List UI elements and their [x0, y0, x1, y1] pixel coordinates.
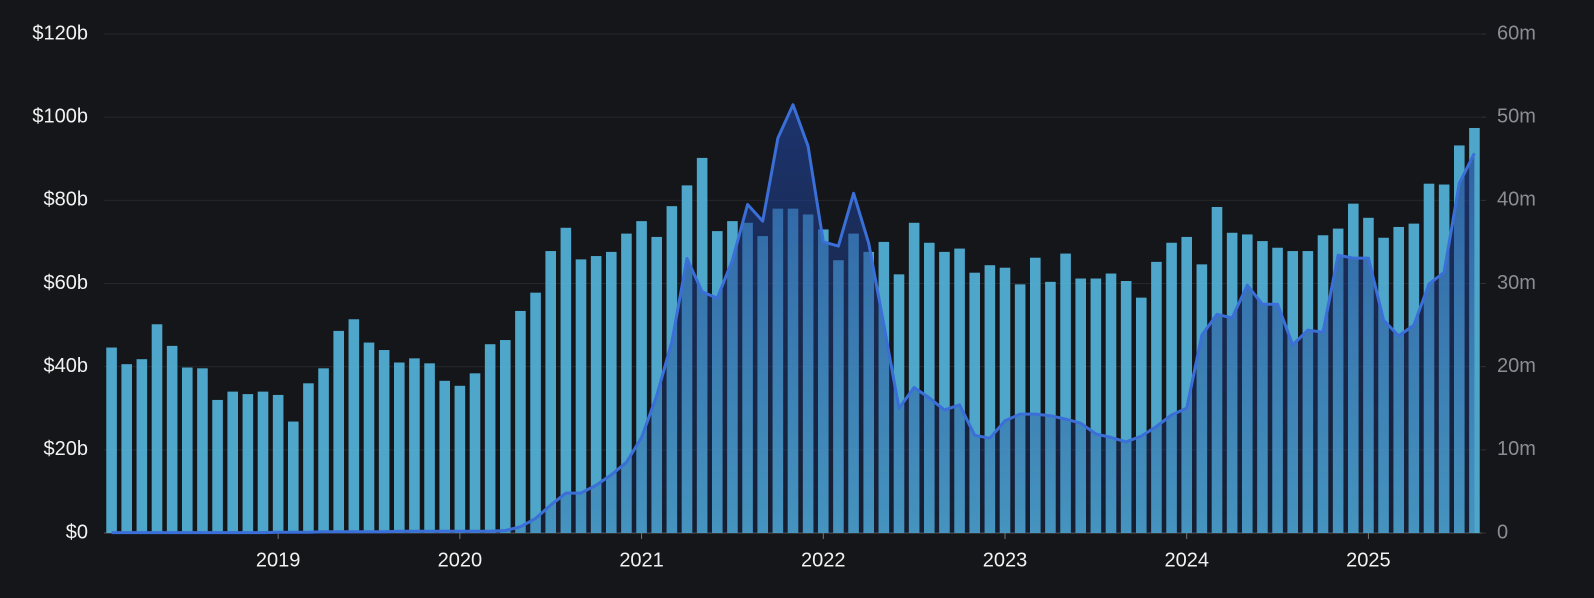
bar	[1151, 261, 1162, 533]
x-tick-label: 2024	[1164, 549, 1209, 571]
bar	[318, 368, 329, 533]
bar	[363, 342, 375, 533]
bar	[1029, 257, 1041, 533]
x-tick-label: 2022	[801, 549, 846, 571]
bar	[484, 344, 496, 533]
x-tick-label: 2021	[619, 549, 664, 571]
line	[111, 103, 1476, 535]
bar	[499, 340, 511, 533]
x-tick-label: 2019	[256, 549, 301, 571]
bar	[1120, 281, 1132, 533]
bar	[1135, 297, 1147, 533]
bar	[908, 222, 920, 533]
bar	[923, 242, 935, 533]
bar	[378, 350, 390, 533]
bar	[1075, 278, 1087, 533]
bar	[969, 272, 981, 533]
y-tick-label: $100b	[32, 105, 88, 127]
bar	[1181, 236, 1193, 533]
bar	[212, 399, 223, 533]
bar	[181, 367, 193, 533]
bar	[333, 330, 345, 533]
bar	[136, 359, 148, 533]
bar	[575, 259, 587, 533]
y2-tick-label: 30m	[1497, 272, 1536, 294]
bar	[1105, 273, 1117, 533]
y2-tick-label: 0	[1497, 521, 1508, 543]
bar	[454, 385, 466, 533]
bar	[257, 391, 269, 533]
bar	[242, 394, 254, 533]
x-tick-label: 2023	[983, 549, 1028, 571]
bar	[651, 236, 663, 533]
bar	[1060, 253, 1071, 533]
bar	[530, 292, 541, 533]
bar	[409, 358, 420, 533]
bar	[515, 310, 526, 533]
bar	[984, 265, 996, 533]
bar	[348, 319, 360, 533]
y2-tick-label: 10m	[1497, 438, 1536, 460]
bar	[636, 221, 647, 533]
bar	[121, 364, 133, 533]
bar	[1014, 284, 1026, 533]
bar	[166, 345, 178, 533]
bar	[999, 267, 1011, 533]
y2-tick-label: 50m	[1497, 105, 1536, 127]
bar	[393, 362, 405, 533]
bar	[1045, 281, 1056, 533]
bar	[621, 233, 632, 533]
bar	[1090, 278, 1102, 533]
bar	[954, 248, 965, 533]
bar	[560, 227, 572, 534]
bar	[106, 347, 117, 533]
bar	[151, 324, 163, 533]
y2-tick-label: 60m	[1497, 22, 1536, 44]
x-tick-label: 2025	[1346, 549, 1391, 571]
x-tick-label: 2020	[438, 549, 483, 571]
bar	[287, 421, 299, 533]
bar	[605, 251, 617, 533]
bar	[424, 363, 435, 533]
bar	[272, 394, 284, 533]
bar	[1469, 127, 1480, 533]
bar	[469, 373, 481, 533]
y-tick-label: $60b	[44, 272, 89, 294]
y2-tick-label: 40m	[1497, 189, 1536, 211]
bar	[939, 251, 950, 533]
y-tick-label: $40b	[44, 355, 89, 377]
y-tick-label: $80b	[44, 189, 89, 211]
y-tick-label: $0	[66, 521, 88, 543]
y2-tick-label: 20m	[1497, 355, 1536, 377]
bar	[197, 368, 208, 533]
bar	[590, 256, 602, 533]
area	[111, 104, 1475, 533]
bar	[1166, 242, 1177, 533]
bar	[227, 391, 239, 533]
y-tick-label: $120b	[32, 22, 88, 44]
y-tick-label: $20b	[44, 438, 89, 460]
bar	[439, 380, 451, 533]
bar	[545, 251, 557, 533]
bar	[303, 383, 314, 533]
